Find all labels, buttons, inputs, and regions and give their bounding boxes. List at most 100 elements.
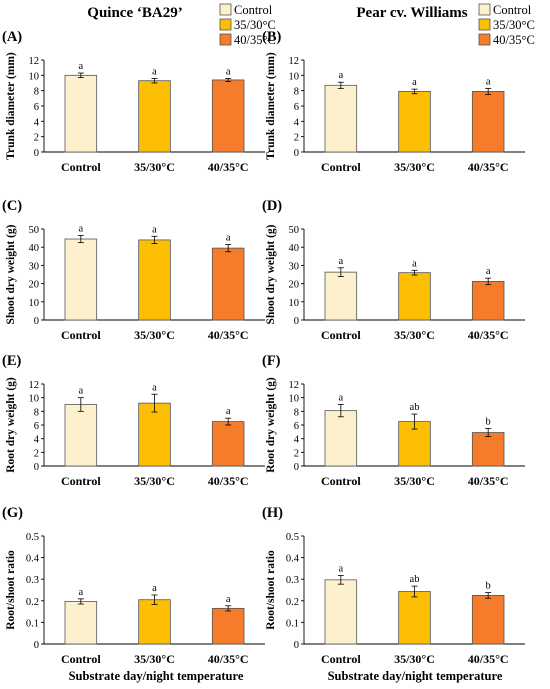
- legend-swatch-control: [478, 3, 491, 16]
- significance-letter: a: [338, 70, 343, 81]
- bar: [138, 402, 171, 467]
- y-tick-label: 2: [294, 448, 299, 459]
- bar: [64, 238, 98, 321]
- x-tick-label: 35/30°C: [394, 328, 435, 342]
- y-tick-label: 4: [34, 117, 40, 128]
- y-tick-label: 0: [294, 316, 299, 327]
- x-tick-label: 40/35°C: [208, 474, 249, 488]
- y-tick-label: 10: [289, 394, 300, 405]
- y-axis-title: Shoot dry weight (g): [5, 224, 17, 324]
- y-tick-label: 0: [34, 640, 39, 651]
- y-axis-title: Root dry weight (g): [265, 377, 277, 473]
- x-tick-label: Control: [321, 328, 361, 342]
- panel-g: (G) 0 0.1 0.2 0.3 0.4 0.5 Root/shoot ratio a Cont…: [2, 505, 265, 666]
- y-tick-label: 0: [294, 462, 299, 473]
- x-tick-label: 40/35°C: [468, 160, 509, 174]
- x-tick-label: 35/30°C: [394, 160, 435, 174]
- y-axis-title: Trunk diameter (mm): [265, 52, 277, 160]
- panel-h: (H) 0 0.1 0.2 0.3 0.4 0.5 Root/shoot ratio a Cont…: [262, 505, 525, 666]
- y-tick-label: 8: [294, 87, 299, 98]
- bar: [64, 601, 98, 645]
- significance-letter: a: [486, 76, 491, 87]
- x-tick-label: Control: [61, 474, 101, 488]
- legend-label-40-35: 40/35°C: [234, 33, 276, 47]
- bar: [324, 84, 358, 153]
- y-tick-label: 0: [34, 316, 39, 327]
- bar: [211, 79, 245, 153]
- y-tick-label: 12: [29, 56, 40, 67]
- y-tick-label: 12: [29, 380, 40, 391]
- column-quince: Quince ‘BA29’ Control 35/30°C 40/35°C Su…: [69, 3, 276, 683]
- bar: [471, 432, 505, 467]
- significance-letter: a: [226, 232, 231, 243]
- significance-letter: a: [78, 587, 83, 598]
- significance-letter: ab: [410, 402, 420, 413]
- legend-label-control: Control: [493, 3, 532, 17]
- y-tick-label: 6: [294, 102, 299, 113]
- significance-letter: a: [152, 583, 157, 594]
- legend-pear: Control 35/30°C 40/35°C: [478, 3, 535, 47]
- y-tick-label: 0.2: [26, 597, 39, 608]
- y-tick-label: 12: [289, 380, 300, 391]
- y-tick-label: 0: [34, 462, 39, 473]
- y-tick-label: 10: [289, 71, 300, 82]
- y-tick-label: 10: [289, 298, 300, 309]
- panel-b: (B) 0 2 4 6 8 10 12 Trunk diameter (mm) a Control a…: [262, 29, 525, 174]
- column-pear: Pear cv. Williams Control 35/30°C 40/35°…: [328, 3, 535, 683]
- panel-label: (C): [2, 198, 22, 214]
- significance-letter: a: [412, 258, 417, 269]
- significance-letter: a: [338, 564, 343, 575]
- y-tick-label: 0.3: [26, 575, 39, 586]
- panel-label: (F): [262, 353, 281, 369]
- significance-letter: a: [226, 406, 231, 417]
- bar: [398, 591, 431, 645]
- y-tick-label: 4: [34, 435, 40, 446]
- bar: [324, 410, 358, 467]
- y-tick-label: 0: [294, 640, 299, 651]
- y-tick-label: 8: [34, 407, 39, 418]
- significance-letter: a: [152, 66, 157, 77]
- y-tick-label: 30: [289, 261, 300, 272]
- y-tick-label: 12: [289, 56, 300, 67]
- x-tick-label: Control: [61, 160, 101, 174]
- y-tick-label: 20: [289, 280, 300, 291]
- bar: [211, 247, 245, 321]
- y-axis-title: Root dry weight (g): [5, 377, 17, 473]
- x-tick-label: 35/30°C: [134, 160, 175, 174]
- x-tick-label: 40/35°C: [468, 474, 509, 488]
- legend-label-35-30: 35/30°C: [234, 18, 276, 32]
- x-tick-label: Control: [61, 328, 101, 342]
- panel-label: (G): [2, 505, 23, 521]
- legend-label-40-35: 40/35°C: [493, 33, 535, 47]
- y-tick-label: 4: [294, 117, 300, 128]
- column-title-pear: Pear cv. Williams: [356, 5, 467, 21]
- y-tick-label: 50: [289, 225, 300, 236]
- bar: [138, 80, 171, 153]
- panels: (A) 0 2 4 6 8 10 12 Trunk diameter (mm) a Control a…: [2, 29, 525, 666]
- bar: [211, 421, 245, 467]
- y-tick-label: 0.4: [26, 554, 40, 565]
- significance-letter: a: [152, 224, 157, 235]
- significance-letter: a: [412, 77, 417, 88]
- y-axis-title: Root/shoot ratio: [265, 550, 277, 630]
- bar: [324, 271, 358, 321]
- y-tick-label: 10: [29, 71, 40, 82]
- y-tick-label: 6: [34, 102, 39, 113]
- y-tick-label: 0: [34, 148, 39, 159]
- bar: [398, 91, 431, 153]
- panel-label: (A): [2, 29, 22, 45]
- y-axis-title: Root/shoot ratio: [5, 550, 17, 630]
- x-tick-label: 35/30°C: [134, 328, 175, 342]
- y-tick-label: 10: [29, 298, 40, 309]
- x-tick-label: 40/35°C: [208, 328, 249, 342]
- significance-letter: b: [486, 581, 491, 592]
- y-tick-label: 0.1: [286, 618, 299, 629]
- y-tick-label: 6: [294, 421, 299, 432]
- y-tick-label: 0.2: [286, 597, 299, 608]
- x-tick-label: Control: [321, 160, 361, 174]
- x-tick-label: 40/35°C: [468, 328, 509, 342]
- bar: [211, 607, 245, 645]
- legend-label-35-30: 35/30°C: [493, 18, 535, 32]
- y-tick-label: 30: [29, 261, 40, 272]
